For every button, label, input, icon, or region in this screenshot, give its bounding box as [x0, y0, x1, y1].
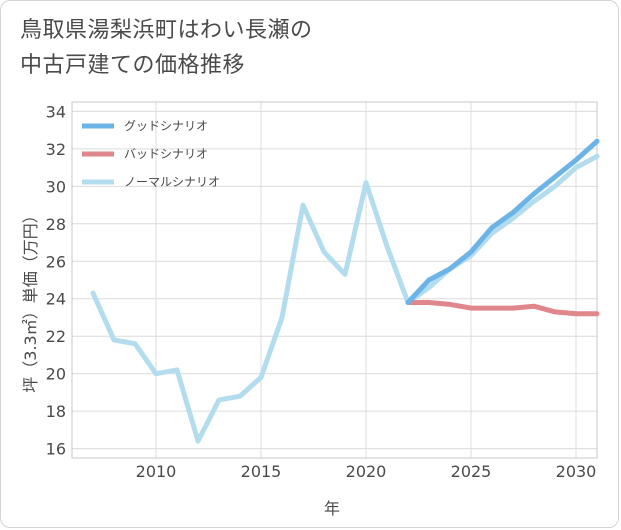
- title-line-1: 鳥取県湯梨浜町はわい長瀬の: [20, 18, 313, 43]
- page-title: 鳥取県湯梨浜町はわい長瀬の 中古戸建ての価格推移: [20, 13, 313, 83]
- series-line-0: [405, 138, 600, 305]
- y-tick-label: 24: [46, 290, 66, 309]
- y-tick-label: 28: [46, 215, 66, 234]
- x-tick-label: 2020: [346, 462, 387, 481]
- y-tick-label: 30: [46, 177, 66, 196]
- x-tick-label: 2025: [451, 462, 492, 481]
- y-tick-label: 22: [46, 327, 66, 346]
- legend-label-0: グッドシナリオ: [124, 119, 208, 133]
- title-line-2: 中古戸建ての価格推移: [20, 53, 246, 78]
- x-axis-label: 年: [324, 499, 340, 518]
- y-axis-ticks: 16 18 20 22 24 26 28 30 32 34: [46, 102, 66, 458]
- y-tick-label: 20: [46, 365, 66, 384]
- legend-label-2: ノーマルシナリオ: [124, 175, 220, 189]
- y-tick-label: 16: [46, 440, 66, 459]
- x-tick-label: 2030: [556, 462, 597, 481]
- x-tick-label: 2010: [136, 462, 177, 481]
- y-tick-label: 32: [46, 140, 66, 159]
- x-tick-label: 2015: [241, 462, 282, 481]
- x-axis-ticks: 2010 2015 2020 2025 2030: [136, 462, 597, 481]
- legend-label-1: バッドシナリオ: [124, 147, 208, 161]
- plot-frame: [71, 101, 598, 459]
- y-tick-label: 34: [46, 102, 66, 121]
- y-tick-label: 26: [46, 252, 66, 271]
- series-line-1: [405, 300, 600, 317]
- series-layer: [90, 138, 600, 444]
- y-axis-label: 坪（3.3㎡）単価（万円）: [21, 207, 40, 392]
- y-tick-label: 18: [46, 402, 66, 421]
- series-line-2: [90, 153, 600, 444]
